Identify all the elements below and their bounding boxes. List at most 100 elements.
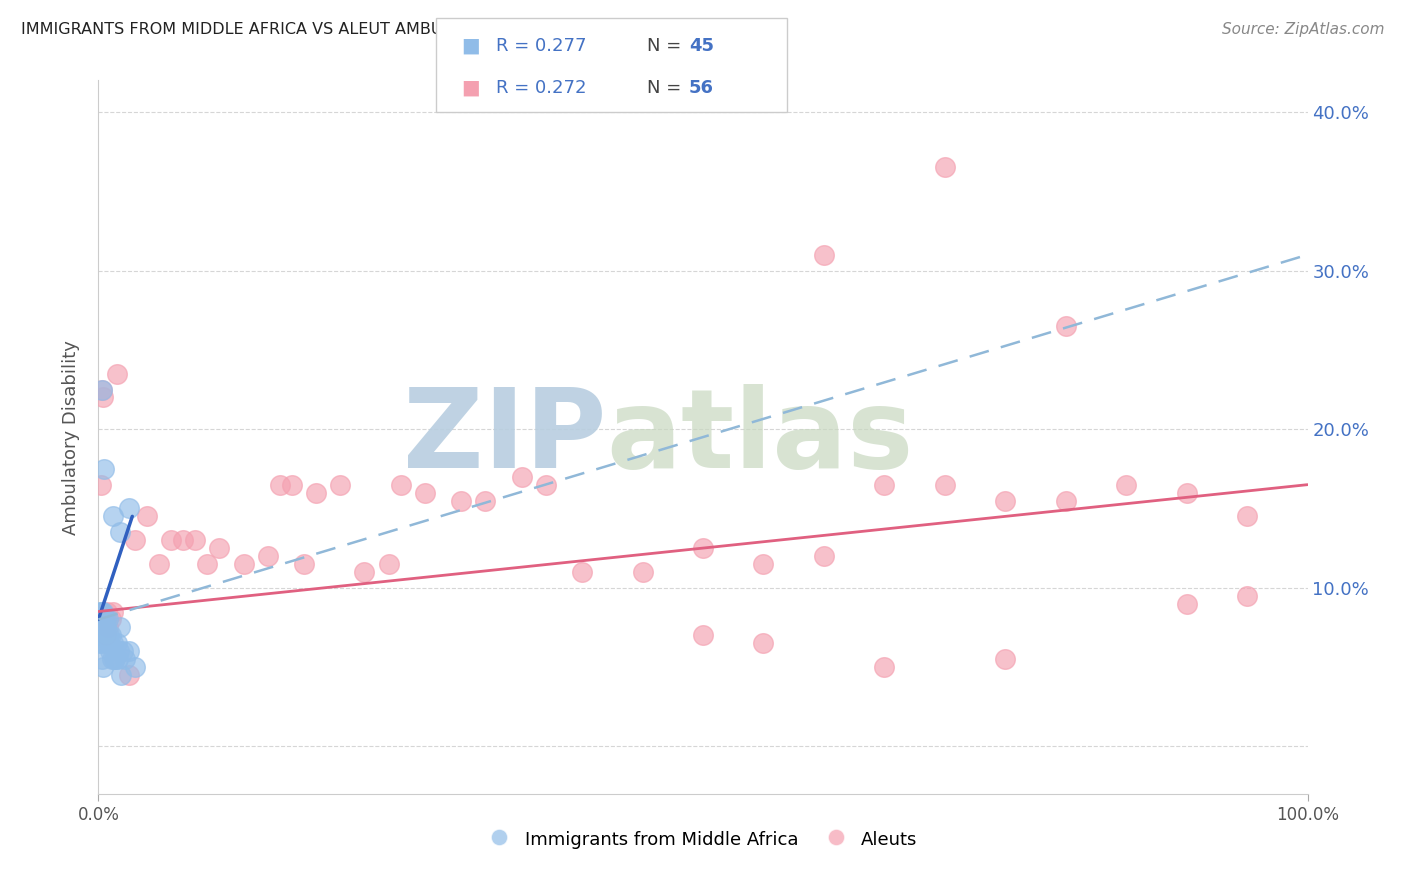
- Point: [91, 660, 114, 674]
- Point: [873, 660, 896, 674]
- Point: [118, 644, 141, 658]
- Point: [413, 485, 436, 500]
- Point: [91, 391, 114, 405]
- Point: [873, 477, 896, 491]
- Point: [96, 636, 118, 650]
- Point: [534, 477, 557, 491]
- Point: [91, 620, 114, 634]
- Point: [1054, 493, 1077, 508]
- Point: [98, 636, 121, 650]
- Point: [389, 477, 412, 491]
- Point: [93, 620, 115, 634]
- Point: [93, 612, 115, 626]
- Point: [160, 533, 183, 548]
- Point: [96, 605, 118, 619]
- Point: [108, 644, 131, 658]
- Point: [813, 549, 835, 563]
- Point: [631, 565, 654, 579]
- Point: [114, 652, 136, 666]
- Point: [100, 652, 122, 666]
- Point: [94, 628, 117, 642]
- Point: [93, 462, 115, 476]
- Point: [87, 628, 110, 642]
- Point: [184, 533, 207, 548]
- Point: [91, 605, 114, 619]
- Point: [232, 557, 254, 571]
- Point: [101, 605, 124, 619]
- Point: [104, 652, 127, 666]
- Text: ZIP: ZIP: [404, 384, 606, 491]
- Point: [108, 620, 131, 634]
- Point: [377, 557, 399, 571]
- Point: [89, 636, 111, 650]
- Point: [195, 557, 218, 571]
- Point: [353, 565, 375, 579]
- Point: [474, 493, 496, 508]
- Text: N =: N =: [647, 37, 681, 55]
- Point: [91, 383, 114, 397]
- Point: [111, 644, 134, 658]
- Text: R = 0.277: R = 0.277: [496, 37, 586, 55]
- Text: 45: 45: [689, 37, 714, 55]
- Point: [110, 668, 132, 682]
- Text: R = 0.272: R = 0.272: [496, 79, 586, 97]
- Point: [98, 644, 121, 658]
- Point: [208, 541, 231, 555]
- Point: [91, 383, 114, 397]
- Text: N =: N =: [647, 79, 681, 97]
- Point: [1054, 319, 1077, 334]
- Y-axis label: Ambulatory Disability: Ambulatory Disability: [62, 340, 80, 534]
- Point: [305, 485, 328, 500]
- Point: [91, 605, 114, 619]
- Point: [96, 628, 118, 642]
- Point: [124, 533, 146, 548]
- Point: [90, 636, 112, 650]
- Point: [934, 477, 956, 491]
- Point: [93, 612, 115, 626]
- Point: [172, 533, 194, 548]
- Point: [89, 605, 111, 619]
- Point: [281, 477, 304, 491]
- Point: [105, 367, 128, 381]
- Point: [89, 620, 111, 634]
- Point: [813, 248, 835, 262]
- Point: [90, 615, 112, 630]
- Text: 56: 56: [689, 79, 714, 97]
- Point: [91, 652, 114, 666]
- Point: [118, 668, 141, 682]
- Point: [94, 612, 117, 626]
- Point: [107, 652, 129, 666]
- Text: ▪: ▪: [460, 74, 481, 103]
- Point: [118, 501, 141, 516]
- Point: [256, 549, 278, 563]
- Point: [994, 652, 1017, 666]
- Point: [292, 557, 315, 571]
- Point: [101, 509, 124, 524]
- Point: [90, 628, 112, 642]
- Point: [148, 557, 170, 571]
- Point: [124, 660, 146, 674]
- Text: Source: ZipAtlas.com: Source: ZipAtlas.com: [1222, 22, 1385, 37]
- Point: [934, 161, 956, 175]
- Point: [269, 477, 291, 491]
- Legend: Immigrants from Middle Africa, Aleuts: Immigrants from Middle Africa, Aleuts: [481, 822, 925, 856]
- Point: [100, 628, 122, 642]
- Point: [752, 636, 775, 650]
- Point: [94, 628, 117, 642]
- Point: [692, 628, 714, 642]
- Point: [450, 493, 472, 508]
- Text: IMMIGRANTS FROM MIDDLE AFRICA VS ALEUT AMBULATORY DISABILITY CORRELATION CHART: IMMIGRANTS FROM MIDDLE AFRICA VS ALEUT A…: [21, 22, 775, 37]
- Point: [1236, 509, 1258, 524]
- Point: [510, 469, 533, 483]
- Point: [105, 636, 128, 650]
- Point: [329, 477, 352, 491]
- Point: [135, 509, 157, 524]
- Point: [571, 565, 593, 579]
- Point: [97, 612, 120, 626]
- Point: [100, 612, 122, 626]
- Point: [89, 620, 111, 634]
- Point: [97, 620, 120, 634]
- Point: [108, 525, 131, 540]
- Point: [101, 636, 124, 650]
- Point: [1236, 589, 1258, 603]
